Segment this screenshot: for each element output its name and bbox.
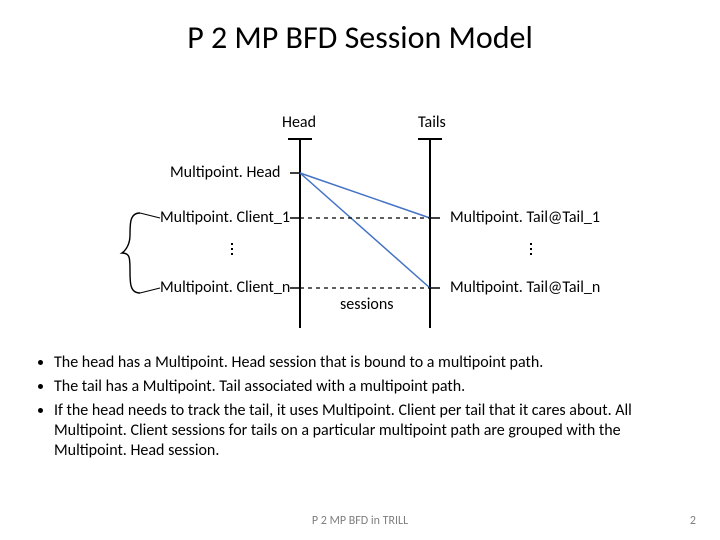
session-model-diagram: Head Tails Multipoint. Head Multipoint. … <box>0 63 720 353</box>
ellipsis-right <box>530 243 531 258</box>
sessions-label: sessions <box>340 295 394 314</box>
head-column-label: Head <box>282 113 316 132</box>
multipoint-head-label: Multipoint. Head <box>170 163 280 182</box>
client-1-label: Multipoint. Client_1 <box>160 208 290 227</box>
tail-n-label: Multipoint. Tail@Tail_n <box>450 278 600 297</box>
bullet-item: If the head needs to track the tail, it … <box>54 401 666 461</box>
ellipsis-left <box>231 243 232 258</box>
footer-text: P 2 MP BFD in TRILL <box>0 514 720 528</box>
tails-column-label: Tails <box>418 113 446 132</box>
tail-1-label: Multipoint. Tail@Tail_1 <box>450 208 600 227</box>
page-number: 2 <box>690 514 696 528</box>
bullet-list: The head has a Multipoint. Head session … <box>0 353 720 461</box>
bullet-item: The tail has a Multipoint. Tail associat… <box>54 377 666 397</box>
client-n-label: Multipoint. Client_n <box>160 278 290 297</box>
page-title: P 2 MP BFD Session Model <box>0 0 720 57</box>
bullet-item: The head has a Multipoint. Head session … <box>54 353 666 373</box>
